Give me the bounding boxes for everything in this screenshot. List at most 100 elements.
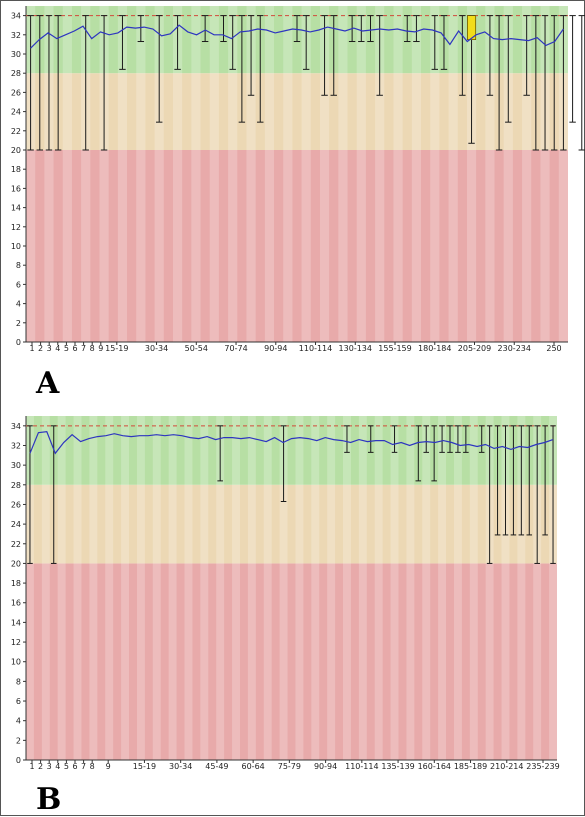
- x-tick-label: 60-64: [242, 762, 265, 771]
- x-tick-label: 185-189: [454, 762, 487, 771]
- x-tick-label: 1: [29, 762, 34, 771]
- bin-stripe: [247, 416, 256, 760]
- x-tick-label: 210-214: [490, 762, 523, 771]
- bin-stripe: [154, 6, 164, 342]
- y-tick-label: 30: [11, 461, 21, 470]
- x-tick-label: 6: [72, 762, 77, 771]
- bin-stripe: [533, 416, 542, 760]
- x-tick-label: 4: [55, 762, 60, 771]
- y-tick-label: 8: [16, 677, 21, 686]
- zone-red: [26, 563, 557, 760]
- bin-stripe: [522, 6, 532, 342]
- bin-stripe: [246, 6, 256, 342]
- bin-stripe: [279, 416, 288, 760]
- x-tick-label: 50-54: [185, 344, 208, 353]
- x-tick-label: 235-239: [526, 762, 559, 771]
- bin-stripe: [327, 416, 336, 760]
- x-tick-label: 110-114: [345, 762, 378, 771]
- y-tick-label: 16: [11, 599, 21, 608]
- x-tick-label: 3: [47, 344, 52, 353]
- bin-stripe: [501, 416, 510, 760]
- y-tick-label: 32: [11, 31, 21, 40]
- y-tick-label: 10: [11, 242, 21, 251]
- x-tick-label: 7: [81, 762, 86, 771]
- bin-stripe: [62, 6, 72, 342]
- x-tick-label: 7: [81, 344, 86, 353]
- x-tick-label: 30-34: [145, 344, 168, 353]
- y-tick-label: 8: [16, 261, 21, 270]
- x-tick-label: 9: [106, 762, 111, 771]
- bin-stripe: [503, 6, 513, 342]
- y-tick-label: 14: [11, 204, 21, 213]
- bin-stripe: [393, 6, 403, 342]
- x-tick-label: 90-94: [314, 762, 337, 771]
- bin-stripe: [89, 416, 98, 760]
- bin-stripe: [438, 416, 447, 760]
- x-tick-label: 5: [64, 762, 69, 771]
- panel-label-a: A: [36, 366, 60, 401]
- bin-stripe: [422, 416, 431, 760]
- y-tick-label: 0: [16, 756, 21, 765]
- x-tick-label: 45-49: [205, 762, 228, 771]
- bin-stripe: [375, 6, 385, 342]
- x-tick-label: 130-134: [339, 344, 372, 353]
- x-tick-label: 110-114: [299, 344, 332, 353]
- y-tick-label: 24: [11, 520, 21, 529]
- bin-stripe: [191, 6, 201, 342]
- bin-stripe: [228, 6, 238, 342]
- bin-stripe: [99, 6, 109, 342]
- bin-stripe: [152, 416, 161, 760]
- y-tick-label: 20: [11, 559, 21, 568]
- bin-stripe: [301, 6, 311, 342]
- y-tick-label: 28: [11, 481, 21, 490]
- y-tick-label: 14: [11, 618, 21, 627]
- bin-stripe: [411, 6, 422, 342]
- x-tick-label: 8: [90, 762, 95, 771]
- x-tick-label: 230-234: [498, 344, 531, 353]
- bin-stripe: [319, 6, 330, 342]
- y-tick-label: 32: [11, 441, 21, 450]
- bin-stripe: [216, 416, 225, 760]
- bin-stripe: [57, 416, 66, 760]
- bin-stripe: [26, 6, 36, 342]
- bin-stripe: [283, 6, 293, 342]
- bin-stripe: [356, 6, 366, 342]
- y-tick-label: 16: [11, 184, 21, 193]
- bin-stripe: [448, 6, 458, 342]
- bin-stripe: [311, 416, 320, 760]
- bin-stripe: [200, 416, 209, 760]
- x-tick-label: 2: [38, 762, 43, 771]
- bin-stripe: [469, 416, 478, 760]
- bin-stripe: [136, 416, 145, 760]
- bin-stripe: [540, 6, 550, 342]
- x-tick-label: 15-19: [105, 344, 128, 353]
- bin-stripe: [209, 6, 219, 342]
- x-tick-label: 5: [64, 344, 69, 353]
- x-tick-label: 160-164: [418, 762, 451, 771]
- bin-stripe: [295, 416, 304, 760]
- bin-stripe: [374, 416, 383, 760]
- zone-red: [26, 150, 568, 342]
- y-tick-label: 12: [11, 638, 21, 647]
- bin-stripe: [44, 6, 54, 342]
- panel-label-b: B: [36, 782, 62, 817]
- x-tick-label: 205-209: [458, 344, 491, 353]
- bin-stripe: [453, 416, 462, 760]
- y-tick-label: 18: [11, 579, 21, 588]
- bin-stripe: [168, 416, 177, 760]
- y-tick-label: 34: [11, 422, 21, 431]
- y-tick-label: 30: [11, 50, 21, 59]
- bin-stripe: [485, 6, 495, 342]
- bin-stripe: [358, 416, 367, 760]
- bin-stripe: [121, 416, 130, 760]
- bin-stripe: [338, 6, 348, 342]
- x-tick-label: 9: [98, 344, 103, 353]
- bin-stripe: [263, 416, 272, 760]
- x-tick-label: 155-159: [378, 344, 411, 353]
- bin-stripe: [390, 416, 399, 760]
- y-tick-label: 18: [11, 165, 21, 174]
- y-tick-label: 10: [11, 658, 21, 667]
- y-tick-label: 0: [16, 338, 21, 347]
